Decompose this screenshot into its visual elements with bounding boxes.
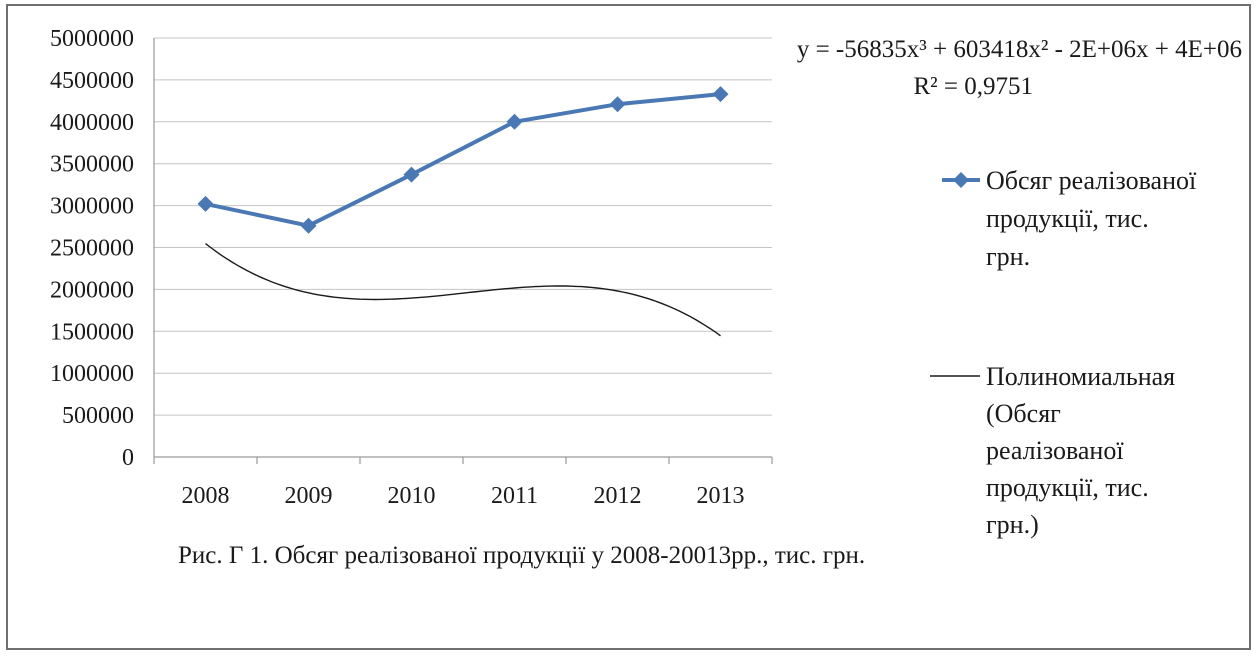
x-tick-label: 2011 [491, 483, 538, 509]
figure-caption: Рис. Г 1. Обсяг реалізованої продукції у… [178, 542, 865, 569]
data-point-marker [197, 195, 214, 212]
legend-trendline-label: продукції, тис. [986, 473, 1149, 502]
legend-series-marker [953, 172, 969, 188]
y-tick-label: 500000 [62, 403, 134, 429]
x-tick-label: 2010 [388, 483, 436, 509]
legend: Обсяг реалізованої продукції, тис. грн. Пол… [930, 166, 1197, 539]
x-tick-labels: 2008 2009 2010 2011 2012 2013 [182, 483, 745, 509]
legend-series-label: Обсяг реалізованої [986, 166, 1197, 195]
x-tick-label: 2009 [285, 483, 333, 509]
y-tick-labels: 0 500000 1000000 1500000 2000000 2500000 30000… [50, 26, 134, 471]
series-group [197, 86, 729, 234]
series-line [205, 92, 721, 228]
y-tick-label: 1000000 [50, 361, 134, 387]
legend-trendline-label: Полиномиальная [986, 362, 1175, 391]
data-point-marker [403, 166, 420, 183]
data-point-marker [609, 96, 626, 113]
y-tick-label: 2000000 [50, 277, 134, 303]
legend-trendline-label: грн.) [986, 510, 1039, 539]
trendline-group [205, 243, 721, 337]
legend-trendline-label: реалізованої [986, 436, 1124, 465]
x-tick-label: 2008 [182, 483, 230, 509]
trendline [205, 243, 721, 337]
grid-lines [154, 37, 772, 416]
y-tick-label: 4000000 [50, 110, 134, 136]
y-tick-label: 3500000 [50, 152, 134, 178]
legend-series-label: грн. [986, 242, 1030, 271]
x-tick-label: 2012 [594, 483, 642, 509]
legend-trendline-label: (Обсяг [986, 399, 1061, 428]
data-point-marker [300, 217, 317, 234]
x-tick-label: 2013 [697, 483, 745, 509]
axes [153, 38, 773, 464]
y-tick-label: 4500000 [50, 68, 134, 94]
trendline-r2: R² = 0,9751 [913, 73, 1033, 100]
data-point-marker [506, 113, 523, 130]
y-tick-label: 0 [122, 445, 134, 471]
y-tick-label: 5000000 [50, 26, 134, 52]
legend-series-label: продукції, тис. [986, 204, 1149, 233]
y-tick-label: 3000000 [50, 194, 134, 220]
y-tick-label: 2500000 [50, 236, 134, 262]
y-tick-label: 1500000 [50, 319, 134, 345]
chart-frame [6, 4, 1251, 650]
data-point-marker [712, 86, 729, 103]
trendline-equation: y = -56835x³ + 603418x² - 2E+06x + 4E+06 [797, 36, 1242, 63]
